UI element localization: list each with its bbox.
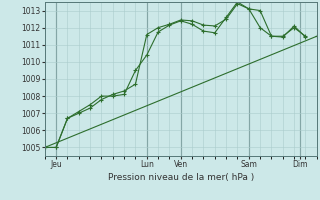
X-axis label: Pression niveau de la mer( hPa ): Pression niveau de la mer( hPa )	[108, 173, 254, 182]
